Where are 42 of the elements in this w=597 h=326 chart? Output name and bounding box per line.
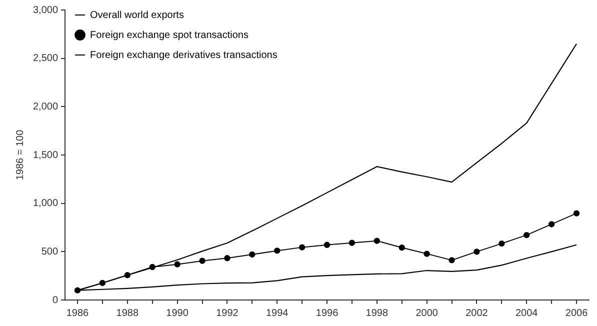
point	[324, 242, 330, 248]
point	[174, 261, 180, 268]
x-tick-label: 2002	[466, 308, 488, 319]
y-tick-label: 1,500	[32, 150, 58, 161]
point	[424, 250, 430, 257]
point	[498, 240, 505, 247]
x-tick-label: 1996	[316, 308, 339, 319]
legend-label: Foreign exchange derivatives transactions	[90, 50, 278, 61]
point	[524, 232, 530, 238]
legend-label: Overall world exports	[90, 10, 184, 21]
point	[398, 244, 405, 251]
point	[548, 221, 555, 228]
y-tick-label: 500	[41, 246, 58, 258]
y-tick-label: 1,000	[32, 198, 58, 210]
y-tick-label: 0	[52, 294, 58, 306]
x-tick-label: 2000	[416, 308, 438, 319]
point	[348, 240, 356, 246]
point	[274, 248, 280, 254]
x-tick-label: 1998	[366, 308, 388, 319]
y-tick-label: 2,500	[32, 53, 58, 64]
x-tick-label: 2006	[565, 308, 588, 319]
legend-label: Foreign exchange spot transactions	[90, 30, 248, 41]
y-tick-label: 2,000	[32, 101, 58, 112]
x-tick-label: 2004	[515, 308, 538, 319]
point	[99, 280, 106, 286]
point	[474, 248, 480, 255]
x-tick-label: 1994	[266, 308, 289, 319]
x-tick-label: 1986	[66, 308, 90, 319]
point	[249, 251, 256, 258]
point	[224, 255, 230, 262]
x-tick-label: 1988	[116, 308, 139, 319]
point	[149, 264, 156, 270]
point	[199, 258, 206, 264]
point	[448, 257, 455, 264]
x-tick-label: 1990	[166, 308, 189, 319]
y-axis-title: 1986 = 100	[14, 129, 26, 180]
point	[124, 272, 131, 278]
point	[573, 210, 580, 216]
y-tick-label: 3,000	[32, 4, 58, 16]
x-tick-label: 1992	[216, 308, 239, 319]
point	[298, 244, 306, 250]
point	[374, 238, 380, 244]
